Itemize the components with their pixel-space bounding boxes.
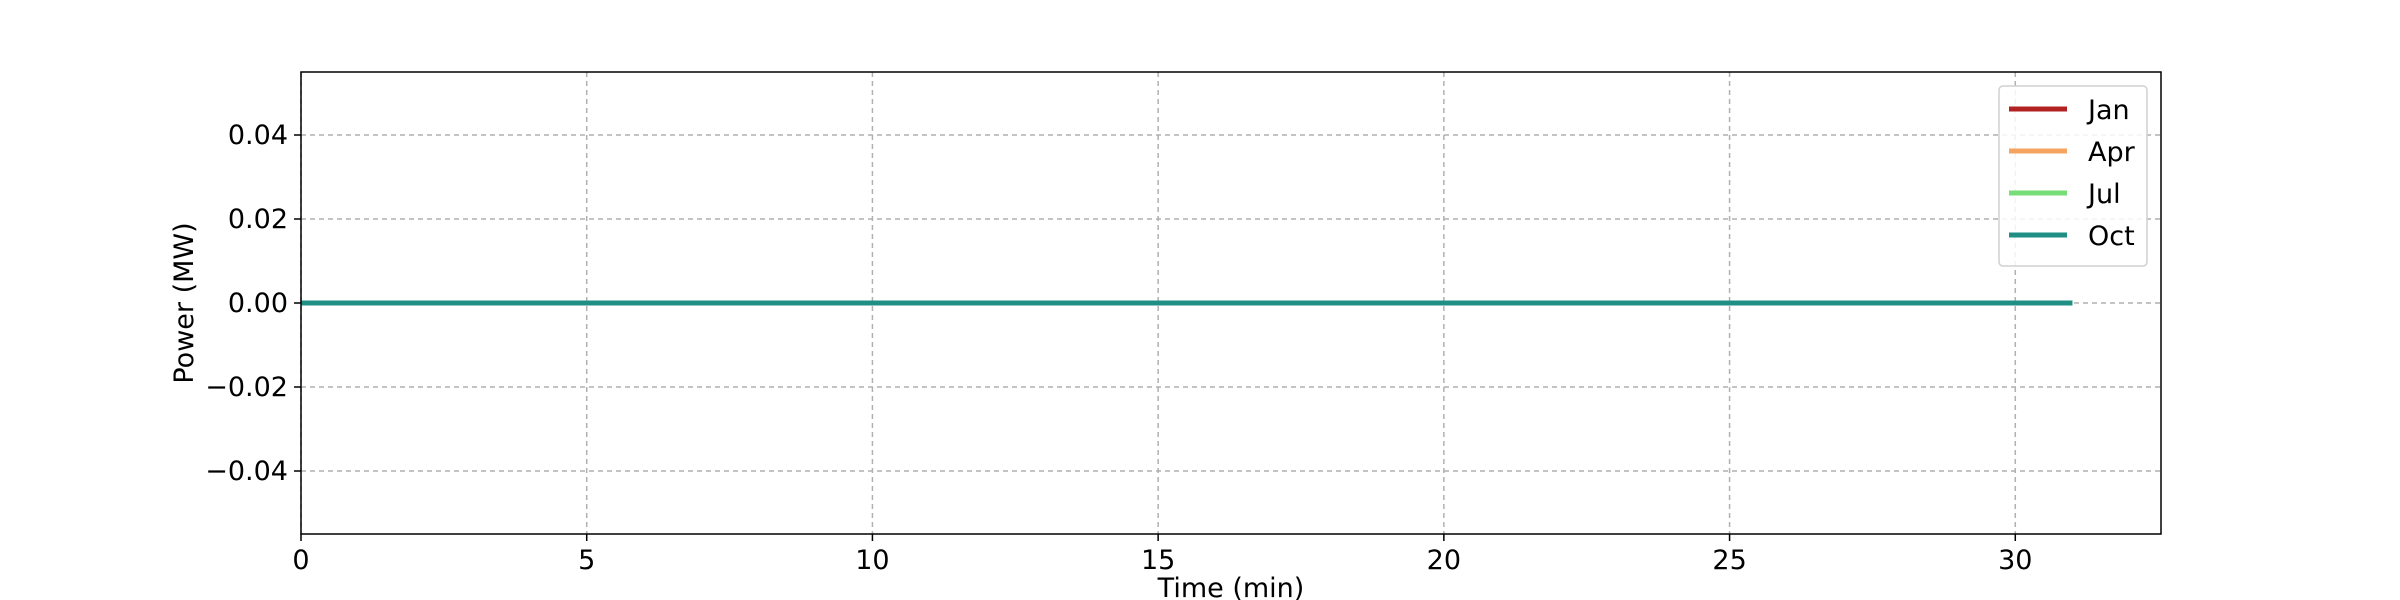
y-tick-label: 0.02 xyxy=(228,204,288,235)
axis-ticks: 0 5 10 15 20 25 30 0.04 0.02 0.00 −0.02 −0.04 xyxy=(205,120,2032,576)
y-tick-label: −0.02 xyxy=(205,372,288,403)
legend: Jan Apr Jul Oct xyxy=(1998,85,2148,267)
y-tick-label: 0.04 xyxy=(228,120,288,151)
x-tick-label: 15 xyxy=(1141,545,1175,576)
legend-label-apr: Apr xyxy=(2088,137,2136,168)
legend-box xyxy=(1998,85,2148,267)
x-tick-label: 10 xyxy=(855,545,889,576)
x-tick-label: 5 xyxy=(578,545,595,576)
legend-label-jan: Jan xyxy=(2086,95,2130,126)
y-tick-label: 0.00 xyxy=(228,288,288,319)
x-tick-label: 30 xyxy=(1998,545,2032,576)
legend-label-jul: Jul xyxy=(2086,179,2121,210)
y-axis-label: Power (MW) xyxy=(169,222,200,383)
legend-label-oct: Oct xyxy=(2088,221,2135,252)
y-tick-label: −0.04 xyxy=(205,456,288,487)
x-tick-label: 0 xyxy=(292,545,309,576)
x-tick-label: 20 xyxy=(1427,545,1461,576)
x-tick-label: 25 xyxy=(1712,545,1746,576)
x-axis-label: Time (min) xyxy=(1157,573,1305,600)
